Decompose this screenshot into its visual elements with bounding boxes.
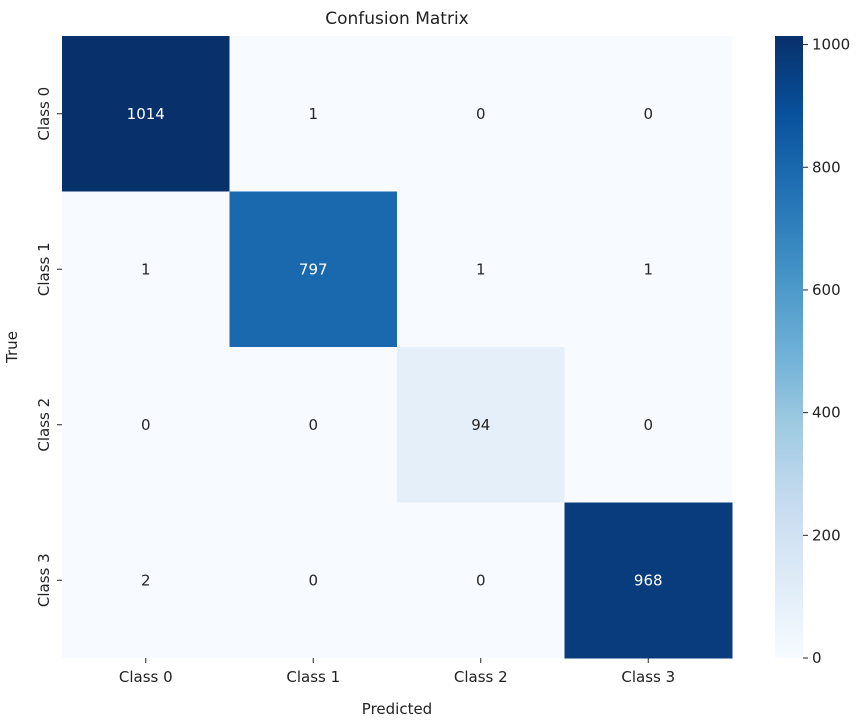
y-axis-ticks: Class 0 Class 1 Class 2 Class 3 — [35, 87, 62, 607]
heatmap-cell — [564, 191, 733, 348]
cell-value-label: 1 — [476, 260, 486, 278]
colorbar-tick-label: 1000 — [812, 36, 850, 54]
heatmap-cell — [564, 347, 733, 503]
heatmap-cell — [62, 347, 230, 503]
cell-value-label: 797 — [299, 260, 328, 278]
chart-title: Confusion Matrix — [325, 9, 469, 29]
heatmap-cell — [564, 502, 733, 659]
cell-value-label: 0 — [476, 105, 486, 123]
colorbar-tick-label: 800 — [812, 158, 841, 176]
cell-value-label: 0 — [308, 416, 318, 434]
heatmap-cell — [229, 502, 398, 659]
y-tick-label: Class 0 — [35, 87, 53, 141]
cell-value-label: 968 — [634, 571, 663, 589]
x-tick-label: Class 3 — [621, 668, 675, 686]
y-tick-label: Class 2 — [35, 398, 53, 452]
heatmap-cell — [397, 191, 565, 348]
x-axis-label: Predicted — [362, 700, 432, 718]
cell-value-label: 0 — [643, 105, 653, 123]
x-tick-label: Class 2 — [454, 668, 508, 686]
heatmap-cell — [229, 36, 398, 192]
heatmap-cell — [62, 502, 230, 659]
heatmap-cell — [564, 36, 733, 192]
x-tick-label: Class 1 — [286, 668, 340, 686]
cell-value-label: 0 — [141, 416, 151, 434]
heatmap-cell — [62, 191, 230, 348]
cell-value-label: 1014 — [127, 105, 165, 123]
heatmap-cell-labels: 1014 1 0 0 1 797 1 1 0 0 94 0 2 0 0 968 — [127, 105, 663, 590]
y-tick-label: Class 3 — [35, 553, 53, 607]
colorbar-ticks: 0 200 400 600 800 1000 — [803, 36, 850, 667]
colorbar-tick-label: 600 — [812, 281, 841, 299]
cell-value-label: 1 — [643, 260, 653, 278]
colorbar — [775, 36, 803, 658]
heatmap-cell — [397, 347, 565, 503]
cell-value-label: 2 — [141, 571, 151, 589]
y-axis-label: True — [3, 331, 21, 364]
cell-value-label: 94 — [471, 416, 490, 434]
colorbar-tick-label: 0 — [812, 649, 822, 667]
cell-value-label: 0 — [308, 571, 318, 589]
x-tick-label: Class 0 — [119, 668, 173, 686]
y-tick-label: Class 1 — [35, 242, 53, 296]
cell-value-label: 0 — [643, 416, 653, 434]
cell-value-label: 1 — [308, 105, 318, 123]
x-axis-ticks: Class 0 Class 1 Class 2 Class 3 — [119, 658, 675, 686]
colorbar-tick-label: 200 — [812, 526, 841, 544]
heatmap-cell — [397, 502, 565, 659]
heatmap-cell — [397, 36, 565, 192]
cell-value-label: 1 — [141, 260, 151, 278]
heatmap-cell — [229, 191, 398, 348]
heatmap-cells — [62, 36, 733, 659]
colorbar-tick-label: 400 — [812, 404, 841, 422]
heatmap-cell — [62, 36, 230, 192]
cell-value-label: 0 — [476, 571, 486, 589]
heatmap-cell — [229, 347, 398, 503]
